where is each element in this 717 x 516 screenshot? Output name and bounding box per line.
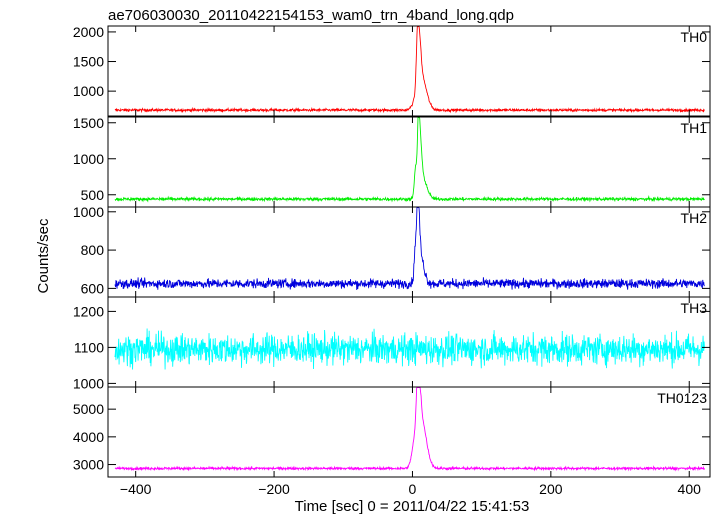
y-tick-label: 1500 xyxy=(73,54,104,70)
x-tick-label: 400 xyxy=(678,481,702,497)
panel-label: TH1 xyxy=(681,120,708,136)
x-tick-label: −400 xyxy=(120,481,152,497)
series-line-th2 xyxy=(114,207,705,290)
y-tick-label: 1100 xyxy=(74,339,104,355)
y-tick-label: 5000 xyxy=(73,401,104,417)
y-tick-label: 1000 xyxy=(73,83,104,99)
x-tick-label: 0 xyxy=(409,481,417,497)
panel-th0123: 3000 4000 5000 TH0123 xyxy=(73,386,711,478)
series-line-th1 xyxy=(114,117,705,203)
y-axis-label: Counts/sec xyxy=(35,218,52,294)
x-tick-label: −200 xyxy=(258,481,290,497)
chart-title: ae706030030_20110422154153_wam0_trn_4ban… xyxy=(108,7,514,24)
y-tick-label: 1200 xyxy=(73,303,104,319)
panel-label: TH3 xyxy=(681,300,708,316)
series-line-th0 xyxy=(114,26,705,114)
panel-frame xyxy=(107,25,711,117)
y-tick-label: 4000 xyxy=(73,429,104,445)
panel-label: TH0 xyxy=(681,29,708,45)
panel-label: TH0123 xyxy=(657,390,707,406)
y-tick-label: 1000 xyxy=(73,204,104,220)
y-tick-label: 1500 xyxy=(73,115,104,131)
y-tick-label: 2000 xyxy=(73,24,104,40)
series-line-th3 xyxy=(114,328,705,370)
panel-frame xyxy=(107,116,711,208)
y-tick-label: 500 xyxy=(81,187,105,203)
panel-th0: 1000 1500 2000 TH0 xyxy=(73,24,711,117)
y-tick-label: 3000 xyxy=(73,457,104,473)
panel-th1: 500 1000 1500 TH1 xyxy=(73,115,711,208)
x-axis-label: Time [sec] 0 = 2011/04/22 15:41:53 xyxy=(295,498,530,515)
y-tick-label: 1000 xyxy=(73,151,104,167)
y-tick-label: 1000 xyxy=(73,375,104,391)
panel-th2: 600 800 1000 TH2 xyxy=(73,204,711,298)
x-tick-label: 200 xyxy=(539,481,563,497)
y-tick-label: 600 xyxy=(81,280,105,296)
panel-th3: 1000 1100 1200 TH3 xyxy=(73,296,711,391)
panel-label: TH2 xyxy=(681,210,708,226)
panel-frame xyxy=(107,386,711,478)
series-line-th0123 xyxy=(114,387,705,472)
y-tick-label: 800 xyxy=(81,242,105,258)
